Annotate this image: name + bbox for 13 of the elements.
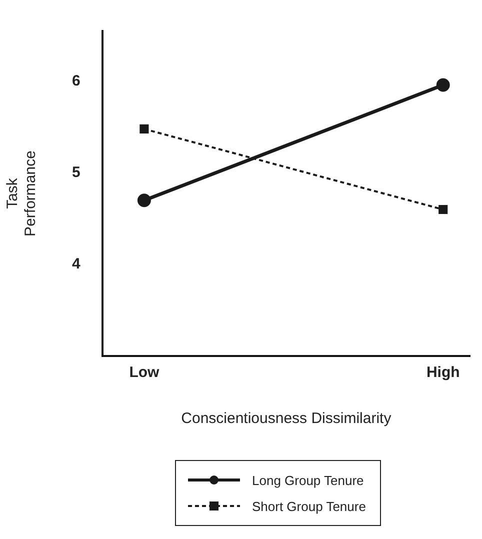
point bbox=[137, 194, 151, 208]
y-tick-label: 4 bbox=[72, 256, 81, 273]
legend-label: Short Group Tenure bbox=[252, 498, 366, 514]
y-tick-label: 5 bbox=[72, 164, 80, 182]
x-tick-label: Low bbox=[129, 364, 160, 382]
x-tick-label: High bbox=[426, 364, 460, 382]
y-axis-title: Task Performance bbox=[4, 150, 40, 236]
legend-label: Long Group Tenure bbox=[252, 472, 364, 488]
point bbox=[140, 124, 149, 134]
point bbox=[438, 204, 448, 214]
y-tick-label: 6 bbox=[72, 72, 80, 90]
x-axis-title: Conscientiousness Dissimilarity bbox=[181, 410, 392, 428]
point bbox=[436, 78, 450, 92]
